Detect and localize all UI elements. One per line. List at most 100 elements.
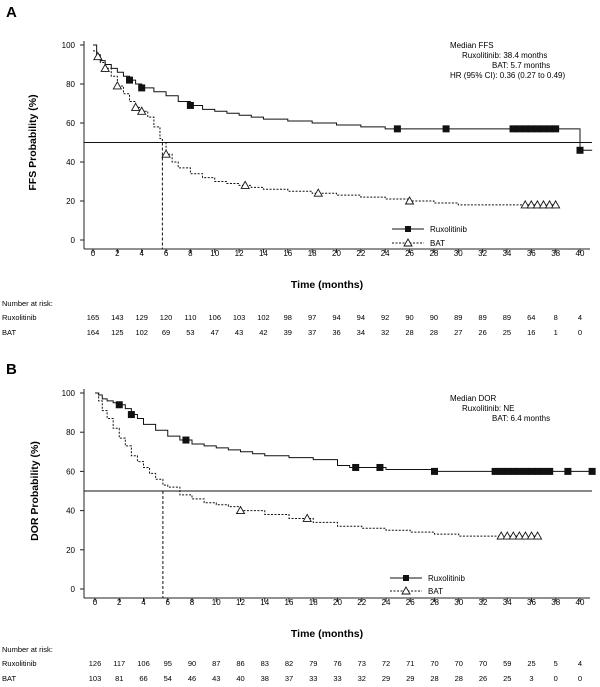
panel-letter: B: [6, 361, 17, 378]
x-tick-label: 8: [190, 598, 195, 607]
risk-value: 70: [479, 659, 487, 668]
legend-marker-bat: [401, 586, 411, 595]
x-tick-label: 38: [551, 598, 560, 607]
censor-marker-bat: [235, 505, 246, 515]
risk-value: 76: [333, 659, 341, 668]
risk-value: 102: [135, 328, 148, 337]
risk-table: Number at risk:Ruxolitinib 165 143 129 120 11…: [2, 299, 582, 337]
risk-value: 43: [212, 674, 220, 683]
x-tick-label: 36: [527, 598, 536, 607]
censor-marker-ruxolitinib: [552, 125, 560, 133]
censor-marker-ruxolitinib: [503, 467, 511, 475]
risk-value: 90: [405, 313, 413, 322]
risk-value: 32: [358, 674, 366, 683]
risk-value: 125: [111, 328, 124, 337]
x-tick-label: 2: [115, 249, 120, 258]
legend-label: BAT: [430, 239, 445, 248]
risk-value: 106: [208, 313, 221, 322]
risk-value: 70: [455, 659, 463, 668]
risk-row-label: BAT: [2, 674, 16, 683]
censor-marker-ruxolitinib: [534, 467, 542, 475]
legend-marker-bat: [403, 238, 413, 247]
risk-value: 97: [308, 313, 316, 322]
risk-value: 72: [382, 659, 390, 668]
x-tick-label: 6: [166, 598, 171, 607]
risk-value: 4: [578, 313, 582, 322]
y-tick-label: 100: [62, 41, 76, 50]
censor-marker-ruxolitinib: [442, 125, 450, 133]
x-tick-label: 10: [212, 598, 221, 607]
censor-marker-bat: [520, 199, 530, 209]
x-tick-label: 20: [332, 249, 341, 258]
annotation-line: Ruxolitinib: 38.4 months: [462, 51, 547, 60]
censor-marker-ruxolitinib: [497, 467, 505, 475]
censor-marker-ruxolitinib: [126, 76, 134, 84]
censor-marker-ruxolitinib: [352, 463, 360, 471]
censor-marker-ruxolitinib: [393, 125, 401, 133]
censor-marker-ruxolitinib: [528, 467, 535, 475]
risk-row-label: Ruxolitinib: [2, 313, 37, 322]
y-axis-title: DOR Probability (%): [29, 441, 41, 541]
y-tick-label: 60: [66, 467, 75, 476]
censor-marker-ruxolitinib: [564, 467, 572, 475]
censor-marker-ruxolitinib: [515, 467, 523, 475]
risk-value: 120: [160, 313, 173, 322]
risk-value: 126: [89, 659, 102, 668]
risk-value: 34: [357, 328, 365, 337]
x-tick-label: 12: [235, 249, 244, 258]
risk-value: 1: [554, 328, 558, 337]
y-tick-label: 0: [71, 236, 76, 245]
risk-value: 81: [115, 674, 123, 683]
risk-value: 36: [332, 328, 340, 337]
risk-value: 73: [358, 659, 366, 668]
x-tick-label: 8: [188, 249, 193, 258]
risk-value: 70: [430, 659, 438, 668]
censor-marker-bat: [302, 513, 312, 522]
legend-label: Ruxolitinib: [428, 574, 465, 583]
risk-value: 54: [164, 674, 172, 683]
x-tick-label: 28: [430, 598, 439, 607]
y-tick-label: 80: [66, 80, 75, 89]
censor-marker-ruxolitinib: [376, 463, 384, 471]
risk-value: 90: [188, 659, 196, 668]
x-tick-label: 30: [454, 598, 463, 607]
censor-marker-ruxolitinib: [515, 125, 523, 133]
censor-marker-bat: [112, 81, 123, 90]
risk-value: 103: [233, 313, 246, 322]
risk-value: 32: [381, 328, 389, 337]
risk-value: 43: [235, 328, 243, 337]
x-tick-label: 12: [236, 598, 245, 607]
censor-marker-bat: [496, 531, 506, 540]
censor-marker-ruxolitinib: [509, 467, 517, 475]
x-axis-title: Time (months): [291, 279, 363, 291]
risk-value: 33: [333, 674, 341, 683]
x-tick-label: 34: [502, 249, 511, 258]
censor-marker-bat: [502, 531, 513, 540]
censor-marker-ruxolitinib: [539, 125, 547, 133]
censor-marker-ruxolitinib: [521, 467, 529, 475]
censor-marker-bat: [550, 199, 561, 209]
risk-value: 26: [479, 674, 487, 683]
y-axis-title: FFS Probability (%): [27, 94, 39, 190]
x-tick-label: 24: [381, 249, 390, 258]
censor-marker-ruxolitinib: [527, 125, 535, 133]
risk-value: 86: [236, 659, 244, 668]
x-tick-label: 14: [259, 249, 268, 258]
risk-value: 110: [184, 313, 196, 322]
legend-label: Ruxolitinib: [430, 225, 467, 234]
censor-marker-ruxolitinib: [540, 467, 548, 475]
risk-table-title: Number at risk:: [2, 299, 53, 308]
x-tick-label: 20: [333, 598, 342, 607]
x-tick-label: 26: [406, 598, 415, 607]
censor-marker-bat: [136, 106, 147, 115]
censor-marker-bat: [538, 199, 549, 209]
x-tick-label: 24: [382, 598, 391, 607]
risk-value: 89: [478, 313, 486, 322]
censor-marker-bat: [100, 63, 110, 72]
x-tick-label: 16: [285, 598, 294, 607]
y-tick-label: 80: [66, 428, 75, 437]
annotation-title: Median FFS: [450, 41, 494, 50]
